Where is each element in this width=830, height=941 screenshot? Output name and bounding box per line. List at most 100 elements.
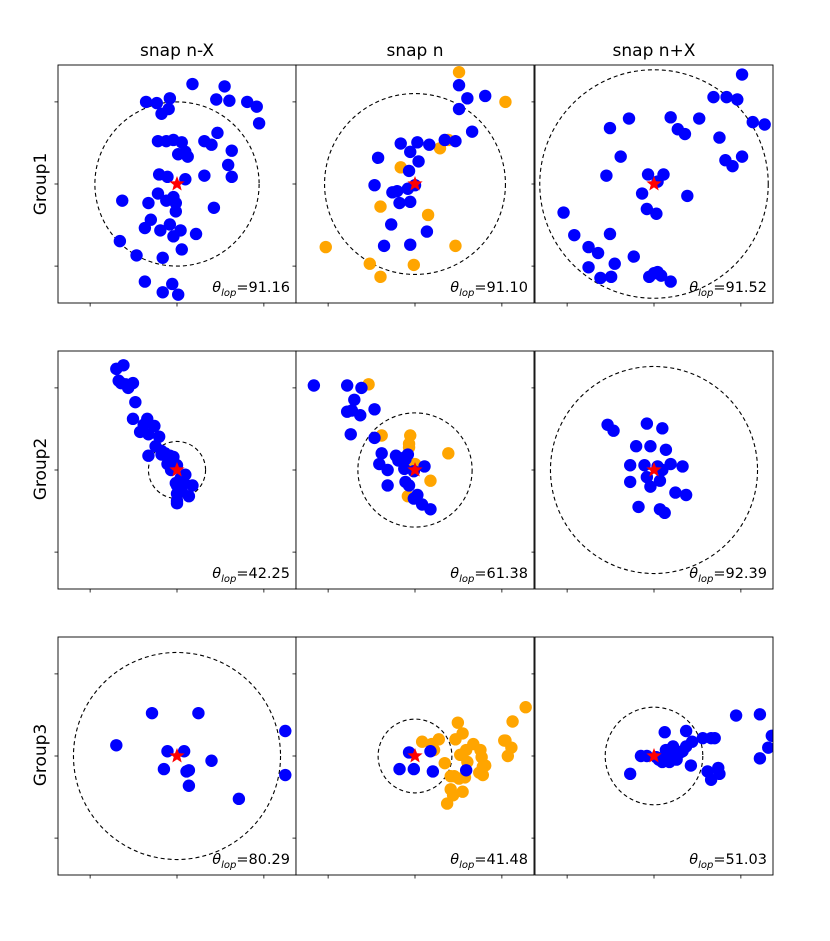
- scatter-point-member: [684, 759, 698, 772]
- scatter-point-member: [393, 196, 406, 210]
- scatter-point-member: [568, 228, 581, 242]
- scatter-point-member: [122, 381, 135, 395]
- scatter-point-member: [664, 457, 677, 471]
- scatter-point-member: [375, 447, 388, 460]
- plot-area: [72, 651, 292, 861]
- scatter-point-member: [385, 218, 398, 231]
- scatter-point-member: [163, 218, 177, 231]
- scatter-point-other: [442, 447, 455, 460]
- scatter-point-member: [624, 475, 637, 489]
- theta-lop-value: =80.29: [236, 852, 290, 868]
- scatter-point-member: [624, 767, 637, 781]
- scatter-point-other: [449, 239, 462, 253]
- scatter-point-member: [622, 112, 636, 125]
- scatter-point-member: [640, 202, 654, 216]
- scatter-point-member: [381, 463, 394, 477]
- theta-lop-label: θlop=80.29: [212, 852, 290, 871]
- scatter-point-member: [205, 754, 218, 767]
- plot-area: [307, 378, 473, 528]
- scatter-point-member: [399, 475, 412, 489]
- theta-symbol: θ: [689, 852, 698, 868]
- scatter-point-member: [207, 201, 221, 214]
- panel-group1-snap-n-plus-x: θlop=91.52: [531, 64, 774, 307]
- scatter-point-member: [167, 230, 180, 243]
- theta-lop-value: =91.52: [713, 280, 767, 296]
- scatter-point-member: [746, 115, 759, 129]
- scatter-point-other: [451, 716, 465, 729]
- scatter-point-member: [608, 257, 621, 270]
- scatter-point-member: [604, 270, 618, 284]
- scatter-point-member: [407, 492, 421, 505]
- scatter-point-member: [110, 739, 123, 752]
- scatter-point-member: [186, 77, 199, 91]
- panel-group3-snap-n: θlop=41.48: [292, 636, 535, 879]
- scatter-point-member: [644, 440, 657, 453]
- scatter-point-member: [170, 494, 184, 508]
- scatter-point-member: [735, 150, 749, 163]
- scatter-point-member: [371, 151, 385, 165]
- scatter-point-member: [582, 240, 595, 254]
- scatter-point-other: [421, 208, 435, 222]
- scatter-point-member: [424, 745, 437, 758]
- scatter-point-member: [658, 506, 671, 520]
- theta-lop-label: θlop=91.52: [689, 280, 767, 299]
- plot-area: [94, 77, 266, 301]
- scatter-point-member: [175, 136, 188, 149]
- scatter-point-other: [499, 734, 512, 747]
- scatter-point-member: [192, 706, 205, 720]
- column-titles: snap n-X snap n snap n+X: [140, 41, 696, 61]
- scatter-point-other: [319, 240, 332, 254]
- scatter-point-member: [424, 503, 437, 516]
- scatter-point-member: [762, 741, 773, 754]
- column-title-snap-n-minus-x: snap n-X: [140, 41, 214, 61]
- scatter-point-member: [582, 261, 595, 274]
- scatter-point-member: [138, 275, 152, 288]
- lop-radius-circle: [72, 651, 282, 861]
- scatter-point-member: [171, 288, 185, 301]
- scatter-point-member: [420, 225, 434, 238]
- scatter-point-member: [156, 251, 169, 264]
- panel-group1-snap-n-minus-x: θlop=91.16: [54, 64, 297, 307]
- lop-radius-circle: [549, 365, 759, 575]
- lop-radius-circle: [324, 93, 506, 275]
- center-star-marker: [407, 748, 423, 763]
- scatter-point-member: [129, 395, 142, 409]
- scatter-point-other: [424, 474, 437, 487]
- scatter-point-other: [374, 200, 387, 213]
- theta-lop-value: =91.10: [474, 280, 528, 296]
- scatter-point-member: [720, 90, 733, 104]
- scatter-panels: θlop=91.16 θlop=91.10 θlop=91.52θlop=42.25…: [54, 64, 774, 879]
- scatter-point-member: [640, 749, 654, 763]
- scatter-point-member: [112, 374, 125, 387]
- scatter-point-member: [133, 425, 147, 439]
- scatter-point-member: [758, 118, 771, 131]
- scatter-point-member: [113, 234, 127, 248]
- scatter-point-member: [629, 440, 643, 453]
- scatter-point-member: [181, 150, 194, 163]
- scatter-point-member: [151, 134, 165, 148]
- theta-subscript: lop: [221, 574, 236, 585]
- scatter-point-member: [452, 102, 466, 116]
- scatter-point-member: [340, 379, 354, 392]
- scatter-point-member: [651, 265, 664, 279]
- scatter-point-member: [656, 422, 669, 435]
- scatter-point-other: [452, 65, 466, 79]
- scatter-point-member: [390, 184, 404, 198]
- scatter-point-member: [681, 189, 694, 203]
- scatter-point-member: [452, 79, 466, 92]
- scatter-point-member: [696, 731, 709, 745]
- scatter-point-other: [456, 785, 469, 798]
- panel-group3-snap-n-plus-x: θlop=51.03: [531, 636, 774, 879]
- scatter-point-member: [279, 724, 292, 738]
- scatter-point-member: [726, 159, 739, 173]
- center-star-marker: [169, 748, 185, 763]
- scatter-point-member: [393, 762, 406, 776]
- scatter-point-member: [307, 379, 321, 392]
- scatter-point-other: [415, 735, 429, 748]
- theta-symbol: θ: [212, 852, 221, 868]
- scatter-point-member: [138, 221, 152, 235]
- scatter-point-member: [412, 155, 425, 168]
- plot-area: [539, 68, 771, 299]
- scatter-point-member: [653, 474, 667, 487]
- scatter-point-member: [368, 178, 381, 192]
